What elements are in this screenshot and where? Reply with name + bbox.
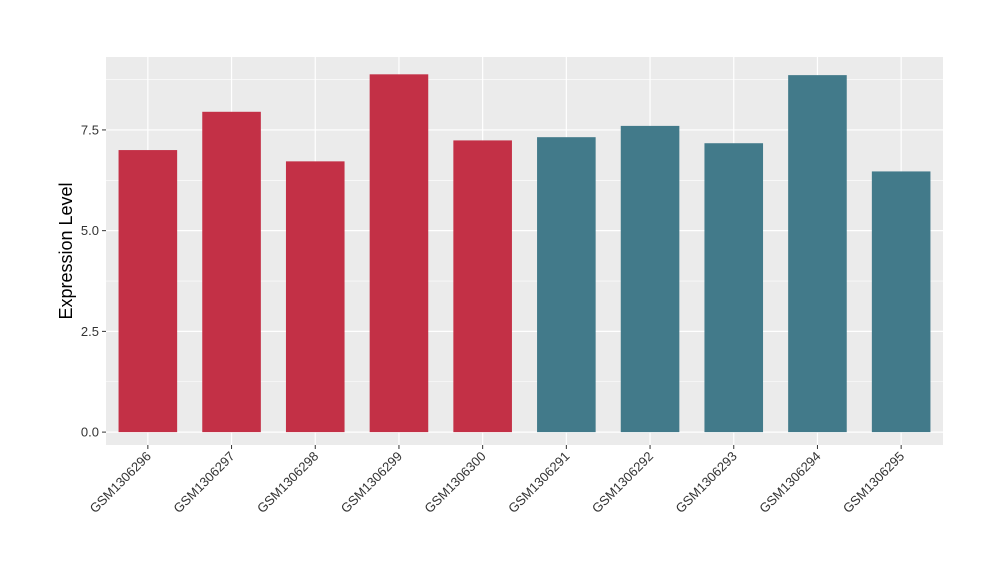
y-axis: 0.0 2.5 5.0 7.5 [81,122,106,440]
y-tick-label: 0.0 [81,425,99,440]
x-tick-label: GSM1306297 [170,449,237,516]
x-axis: GSM1306296 GSM1306297 GSM1306298 GSM1306299… [87,445,907,516]
x-tick-label: GSM1306300 [421,449,488,516]
x-tick-label: GSM1306292 [589,449,656,516]
bar-GSM1306293 [704,143,764,433]
bar-GSM1306291 [537,137,596,433]
x-tick-label: GSM1306291 [505,449,572,516]
x-tick-label: GSM1306295 [840,449,907,516]
x-tick-label: GSM1306298 [254,449,321,516]
x-tick-label: GSM1306294 [756,449,823,516]
bars [118,74,931,433]
x-tick-label: GSM1306299 [338,449,405,516]
bar-GSM1306300 [453,140,512,433]
bar-GSM1306299 [369,74,429,433]
bar-GSM1306294 [788,75,847,433]
x-tick-label: GSM1306293 [673,449,740,516]
bar-GSM1306298 [285,161,345,433]
y-tick-label: 5.0 [81,223,99,238]
y-tick-label: 2.5 [81,324,99,339]
y-axis-title: Expression Level [56,182,76,319]
y-tick-label: 7.5 [81,122,99,137]
x-tick-label: GSM1306296 [87,449,154,516]
bar-GSM1306292 [620,125,680,433]
bar-GSM1306297 [202,111,261,433]
bar-GSM1306295 [871,171,931,433]
bar-GSM1306296 [118,150,178,433]
